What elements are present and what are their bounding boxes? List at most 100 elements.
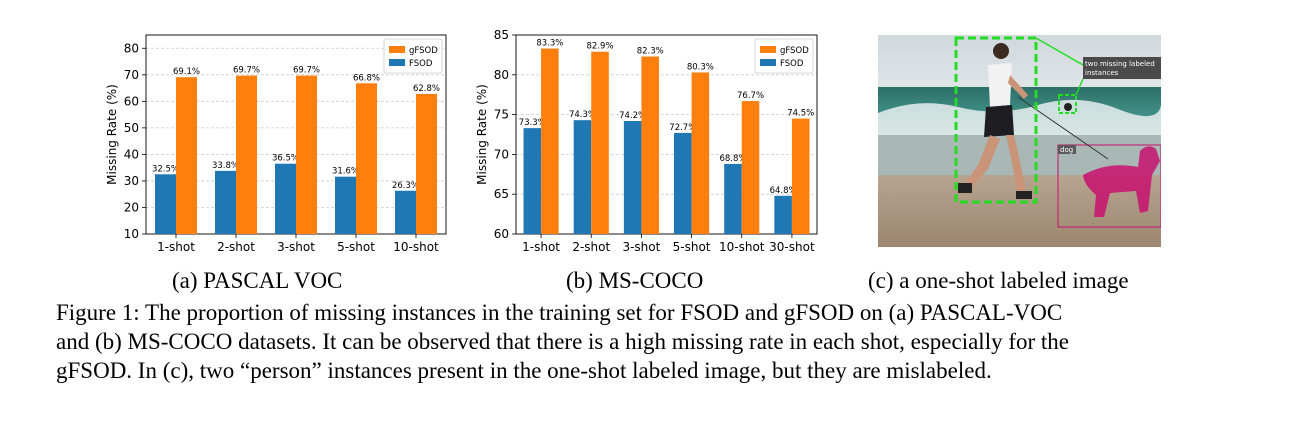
legend-label-fsod: FSOD [780,59,804,69]
bar-gfsod [791,118,810,234]
one-shot-labeled-photo: dog two missing labeled instances [878,35,1161,247]
bar-gfsod [176,77,197,234]
x-tick-label: 3-shot [622,240,660,254]
data-label: 69.7% [293,66,320,76]
data-label: 83.3% [536,39,563,49]
x-tick-label: 1-shot [157,240,195,254]
wave-foam [878,99,1161,135]
bar-gfsod [691,72,710,234]
legend-label-gfsod: gFSOD [780,46,809,56]
caption-line-2: and (b) MS-COCO datasets. It can be obse… [56,329,1069,354]
callout-line-1 [1035,37,1084,66]
y-tick-label: 85 [494,28,509,42]
missing-box-runner [954,36,1038,204]
bar-fsod [573,120,592,234]
data-label: 33.8% [212,161,239,171]
bar-fsod [523,128,542,234]
y-tick-label: 30 [124,174,139,188]
legend-swatch-fsod [760,59,776,66]
x-tick-label: 1-shot [522,240,560,254]
legend-swatch-gfsod [760,46,776,53]
data-label: 66.8% [353,73,380,83]
y-tick-label: 70 [124,68,139,82]
y-axis-label: Missing Rate (%) [105,84,119,185]
data-label: 26.3% [392,181,419,191]
y-tick-label: 20 [124,200,139,214]
bar-fsod [623,120,642,234]
bar-fsod [335,176,356,234]
subcaption-a: (a) PASCAL VOC [172,268,343,293]
y-tick-label: 10 [124,227,139,241]
x-tick-label: 10-shot [719,240,765,254]
figure-caption: Figure 1: The proportion of missing inst… [56,298,1256,385]
bar-fsod [774,195,792,234]
data-label: 73.3% [519,118,546,128]
x-tick-label: 5-shot [337,240,375,254]
runner-person [958,43,1032,199]
y-tick-label: 50 [124,121,139,135]
data-label: 74.2% [619,111,646,121]
y-tick-label: 80 [494,68,509,82]
data-label: 62.8% [413,84,440,94]
annotation-text-2: instances [1085,69,1119,77]
y-tick-label: 60 [124,94,139,108]
y-tick-label: 60 [494,227,509,241]
bar-gfsod [296,75,317,234]
leash [1017,96,1109,160]
annotation-box [1083,57,1161,79]
legend-swatch-gfsod [389,46,405,53]
bar-gfsod [591,51,609,234]
x-tick-label: 2-shot [572,240,610,254]
bar-gfsod [416,93,437,235]
chart-pascal-voc: 10 20 30 40 50 60 70 80 Missing Rate (%) 32.5% 69.… [105,34,447,254]
bar-fsod [215,170,236,234]
bar-fsod [395,190,416,234]
data-label: 74.5% [787,109,814,119]
data-label: 64.8% [770,186,797,196]
bar-gfsod [356,83,377,234]
y-tick-label: 40 [124,147,139,161]
y-axis-label: Missing Rate (%) [475,84,489,185]
data-label: 69.1% [173,67,200,77]
data-label: 80.3% [687,62,714,72]
chart-ms-coco: 60 65 70 75 80 85 Missing Rate (%) 73.3% 83.3% 1-… [475,28,818,254]
x-tick-label: 2-shot [217,240,255,254]
legend-label-fsod: FSOD [409,59,433,69]
callout-line-2 [1075,78,1084,96]
plot-frame [515,34,818,235]
dog-box [1057,144,1161,228]
dog-mask [1083,146,1160,217]
x-tick-label: 5-shot [673,240,711,254]
bar-gfsod [641,56,659,234]
subcaption-c: (c) a one-shot labeled image [868,268,1129,293]
y-tick-label: 75 [494,108,509,122]
missing-box-swimmer [1058,94,1077,114]
swimmer-person [1064,103,1072,111]
bar-fsod [724,163,742,234]
x-tick-label: 30-shot [769,240,815,254]
x-tick-label: 3-shot [277,240,315,254]
y-tick-label: 80 [124,41,139,55]
data-label: 69.7% [233,66,260,76]
data-label: 68.8% [719,154,746,164]
data-label: 72.7% [669,123,696,133]
bar-gfsod [236,75,257,234]
subcaption-b: (b) MS-COCO [566,268,704,293]
data-label: 32.5% [152,164,179,174]
legend-label-gfsod: gFSOD [409,46,438,56]
bar-gfsod [741,101,760,235]
data-label: 82.3% [637,46,664,56]
caption-line-3: gFSOD. In (c), two “person” instances pr… [56,358,992,383]
bar-fsod [155,174,176,234]
legend-swatch-fsod [389,59,405,66]
caption-line-1: Figure 1: The proportion of missing inst… [56,300,1063,325]
bar-fsod [275,163,296,234]
data-label: 76.7% [737,91,764,101]
data-label: 82.9% [587,42,614,52]
annotation-text-1: two missing labeled [1085,60,1155,68]
bar-fsod [674,132,692,234]
y-tick-label: 70 [494,147,509,161]
data-label: 31.6% [332,167,359,177]
x-tick-label: 10-shot [393,240,439,254]
data-label: 36.5% [272,154,299,164]
